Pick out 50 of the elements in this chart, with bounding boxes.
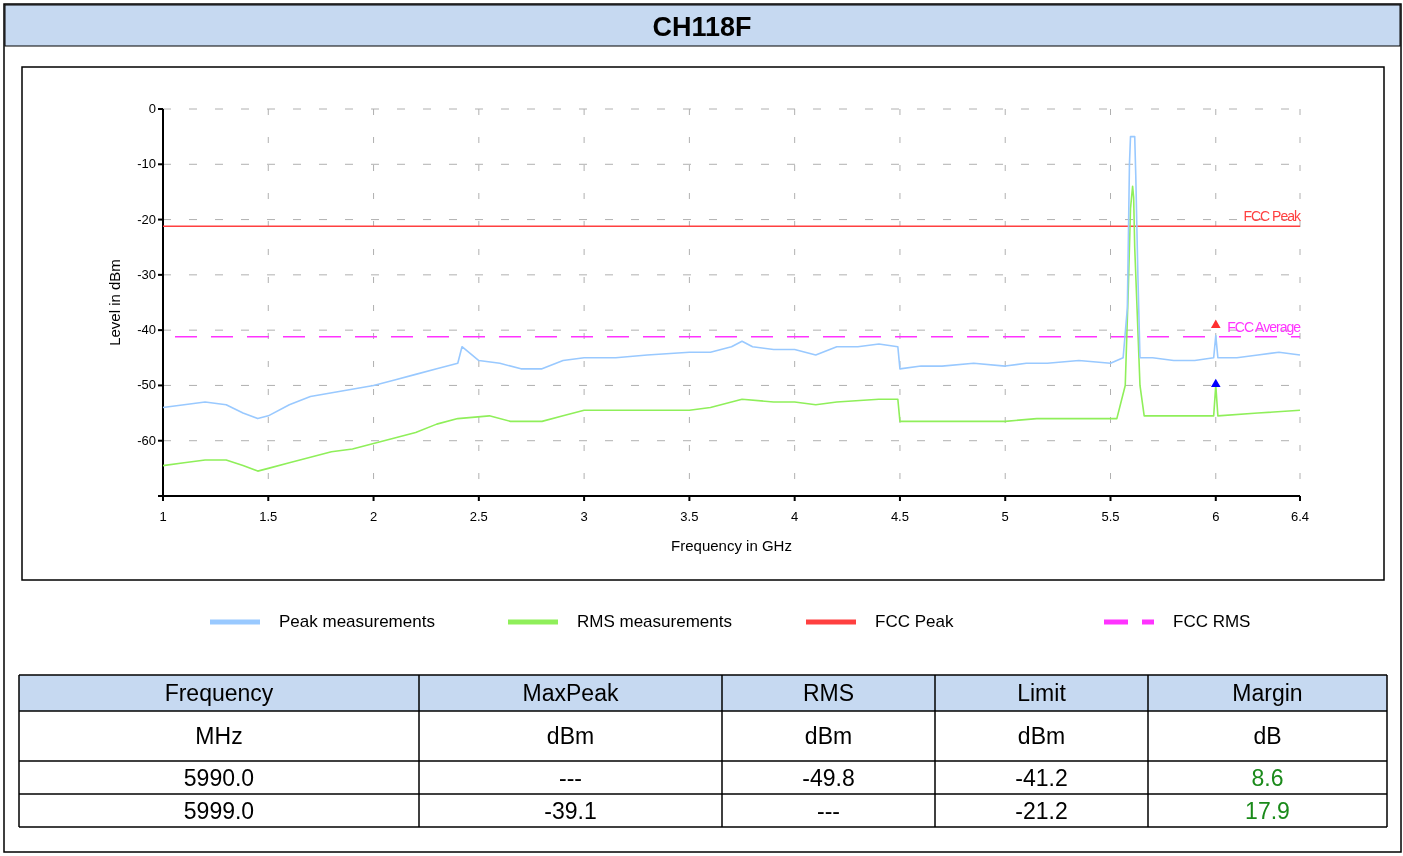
y-tick-label: -30 <box>137 266 156 282</box>
text: --- <box>817 797 840 824</box>
legend-label: RMS measurements <box>577 612 732 631</box>
y-axis-title: Level in dBm <box>106 259 123 346</box>
y-tick-label: -10 <box>137 156 156 172</box>
line-series <box>162 135 1301 420</box>
text: dBm <box>1017 723 1066 749</box>
legend-label: FCC Peak <box>875 612 954 631</box>
x-tick-label: 3.5 <box>680 509 699 524</box>
chart-title: CH118F <box>652 12 752 42</box>
text: dB <box>1253 723 1282 749</box>
text: Frequency <box>164 680 274 706</box>
text: 5999.0 <box>183 797 255 824</box>
text: MaxPeak <box>522 680 619 706</box>
x-tick-label: 5 <box>1001 509 1009 524</box>
y-tick-label: -40 <box>137 322 156 338</box>
text: -41.2 <box>1015 764 1068 791</box>
text: 17.9 <box>1245 797 1290 824</box>
y-tick-label: -20 <box>137 211 156 227</box>
text: MHz <box>195 723 243 749</box>
text: 5990.0 <box>183 764 255 791</box>
x-tick-label: 3 <box>580 509 588 524</box>
text: --- <box>559 764 582 791</box>
y-tick-label: -50 <box>137 377 156 393</box>
x-tick-label: 1 <box>159 509 167 524</box>
text: Margin <box>1232 680 1303 706</box>
legend-label: Peak measurements <box>279 612 435 631</box>
text: -49.8 <box>802 764 855 791</box>
x-axis-title: Frequency in GHz <box>671 537 792 554</box>
x-tick-label: 4 <box>791 509 799 524</box>
y-tick-label: -60 <box>137 432 156 448</box>
text: dBm <box>546 723 595 749</box>
text: dBm <box>804 723 853 749</box>
text: RMS <box>802 680 855 706</box>
x-tick-label: 1.5 <box>259 509 278 524</box>
x-tick-label: 2 <box>369 509 378 524</box>
annotation: FCC Peak <box>1243 208 1302 225</box>
text: 8.6 <box>1251 764 1284 791</box>
x-tick-label: 4.5 <box>890 509 909 524</box>
x-tick-label: 2.5 <box>469 509 488 524</box>
text: -21.2 <box>1015 797 1068 824</box>
x-tick-label: 6.4 <box>1290 509 1310 524</box>
x-tick-label: 6 <box>1212 509 1220 524</box>
annotation: FCC Average <box>1227 318 1302 335</box>
text: Limit <box>1017 680 1067 706</box>
y-tick-label: 0 <box>148 101 156 116</box>
legend-label: FCC RMS <box>1173 612 1251 631</box>
line-series <box>162 185 1301 472</box>
x-tick-label: 5.5 <box>1101 509 1120 524</box>
text: -39.1 <box>544 797 597 824</box>
